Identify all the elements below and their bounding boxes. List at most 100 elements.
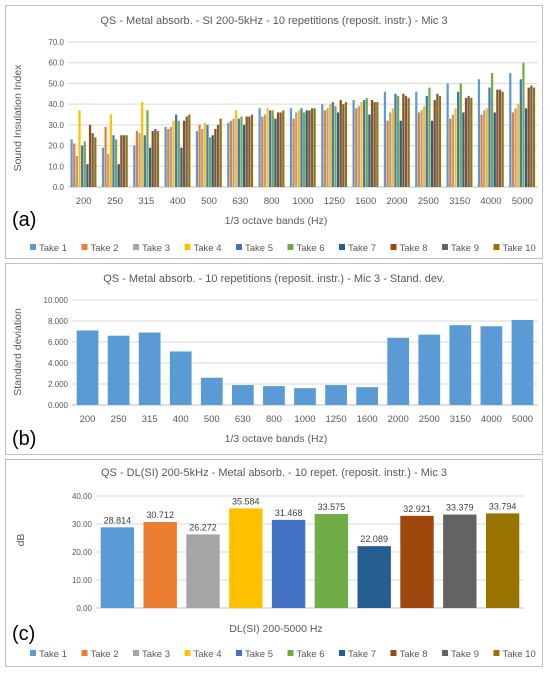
- chart-b-xtick-label: 400: [173, 414, 189, 425]
- chart-a-bar: [336, 112, 340, 187]
- chart-a-bar: [352, 100, 355, 187]
- chart-b-xtick-label: 200: [80, 414, 96, 425]
- chart-a-bar: [276, 112, 280, 187]
- chart-a-legend-swatch: [30, 244, 36, 250]
- chart-c-legend-label: Take 8: [400, 649, 428, 660]
- chart-c-data-label: 30.712: [146, 510, 174, 520]
- chart-a-bar: [73, 143, 76, 187]
- chart-a-bar: [292, 118, 295, 187]
- chart-a-bar: [511, 112, 515, 187]
- chart-a-bar: [368, 114, 371, 187]
- chart-a-bar: [514, 108, 517, 187]
- chart-a-bar: [289, 108, 293, 187]
- chart-a-bar: [363, 100, 366, 187]
- chart-a-legend-label: Take 3: [142, 243, 170, 254]
- chart-c-bar: [400, 515, 434, 608]
- chart-a-bar: [313, 108, 316, 187]
- chart-a-bar: [250, 114, 254, 187]
- chart-b-bar: [76, 330, 99, 405]
- chart-b-bar: [418, 334, 441, 405]
- chart-a-bar: [86, 164, 89, 187]
- chart-c-data-label: 33.575: [318, 502, 346, 512]
- chart-a-bar: [148, 147, 152, 187]
- chart-a-legend-swatch: [493, 244, 500, 250]
- chart-a-bar: [420, 110, 423, 187]
- chart-b-xtick-label: 250: [111, 414, 127, 425]
- chart-b-xtick-label: 1600: [357, 414, 378, 425]
- chart-a-bar: [216, 124, 220, 187]
- chart-a-bar: [266, 108, 269, 187]
- chart-a-panel-label: (a): [12, 209, 36, 231]
- chart-b-xlabel: 1/3 octave bands (Hz): [225, 433, 328, 445]
- chart-b-bar: [325, 385, 347, 405]
- chart-a-bar: [449, 118, 452, 187]
- chart-c-data-label: 22.089: [360, 534, 388, 544]
- chart-c-legend-label: Take 10: [503, 649, 536, 660]
- chart-a-bar: [300, 108, 303, 187]
- chart-b-xtick-label: 4000: [481, 414, 502, 425]
- chart-a-bar: [104, 126, 107, 187]
- chart-a-bar: [146, 110, 149, 187]
- chart-a-bar: [519, 79, 522, 187]
- chart-a-bar: [109, 114, 112, 187]
- chart-c-bar: [485, 513, 520, 608]
- chart-b-bar: [169, 351, 192, 405]
- chart-a-bar: [154, 129, 157, 187]
- chart-a-bar: [483, 110, 486, 187]
- chart-a-ytick-label: 10.0: [48, 162, 64, 171]
- chart-a-bar: [94, 137, 97, 187]
- chart-a-bar: [397, 95, 400, 187]
- chart-a-ytick-label: 60.0: [48, 59, 64, 68]
- chart-a-bar: [115, 139, 118, 187]
- chart-a-bar: [214, 129, 217, 187]
- chart-a-xtick-label: 630: [232, 196, 248, 207]
- chart-c-legend-label: Take 7: [348, 649, 376, 660]
- chart-b-bar: [231, 385, 254, 405]
- chart-c-legend-label: Take 9: [451, 649, 479, 660]
- chart-c-legend-swatch: [390, 650, 397, 656]
- chart-a-xtick-label: 2500: [418, 196, 439, 207]
- chart-a-bar: [297, 110, 300, 187]
- chart-a-bar: [446, 83, 449, 187]
- chart-a-bar: [81, 145, 84, 187]
- chart-a-bar: [295, 112, 298, 187]
- chart-a-bar: [245, 116, 248, 187]
- chart-c-legend-label: Take 4: [194, 649, 222, 660]
- chart-c-legend-swatch: [133, 650, 139, 656]
- chart-c-data-label: 32.921: [403, 504, 431, 514]
- chart-a-bar: [464, 97, 468, 187]
- chart-c-data-label: 31.468: [275, 508, 303, 518]
- chart-a-bar: [227, 122, 230, 187]
- chart-a-bar: [517, 104, 520, 187]
- chart-a-bar: [376, 102, 379, 187]
- chart-a-bar: [491, 73, 494, 187]
- chart-a-bar: [423, 106, 426, 187]
- chart-b-bar: [511, 319, 534, 405]
- chart-c-legend-swatch: [442, 650, 448, 656]
- chart-c-ytick-label: 0.00: [76, 604, 92, 613]
- chart-a-bar: [143, 135, 146, 187]
- chart-a-bar: [219, 118, 222, 187]
- chart-a-bar: [496, 89, 499, 187]
- chart-c-legend-swatch: [184, 650, 191, 656]
- chart-c-ylabel: dB: [15, 534, 27, 547]
- chart-c-bar: [357, 546, 391, 608]
- chart-a-bar: [373, 102, 376, 187]
- chart-a-bar: [240, 116, 243, 187]
- chart-c-ytick-label: 40.00: [72, 492, 93, 501]
- chart-a-bar: [493, 112, 496, 187]
- chart-c-title: QS - DL(SI) 200-5kHz - Metal absorb. - 1…: [101, 467, 447, 479]
- chart-b-bar: [263, 386, 285, 405]
- chart-a-bar: [206, 124, 209, 187]
- chart-a-bar: [402, 93, 405, 187]
- chart-a-xtick-label: 800: [264, 196, 280, 207]
- chart-a-bar: [391, 108, 394, 187]
- chart-a-bar: [404, 95, 408, 187]
- chart-a-bar: [232, 118, 235, 187]
- chart-a-bar: [167, 129, 170, 187]
- chart-a-xtick-label: 5000: [512, 196, 533, 207]
- chart-c-bar: [443, 514, 477, 608]
- chart-a-bar: [308, 110, 311, 187]
- chart-b-bar: [449, 325, 472, 405]
- chart-c-legend-swatch: [339, 650, 345, 656]
